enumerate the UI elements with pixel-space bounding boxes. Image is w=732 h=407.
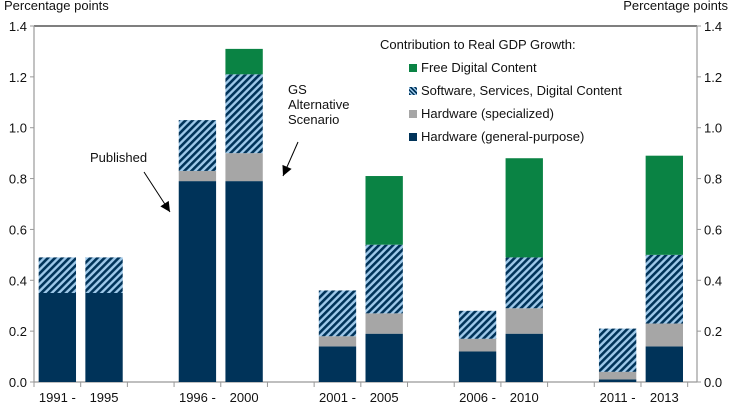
y-tick-label-right: 0.4 <box>704 273 722 288</box>
bar-segment-hardware-specialized <box>178 170 217 182</box>
bar-segment-hardware-general-purpose <box>85 293 123 382</box>
legend-swatch-gray <box>409 109 417 118</box>
x-category-label: 1991 - <box>39 390 76 405</box>
y-tick-label-right: 0.2 <box>704 324 722 339</box>
y-tick-label-right: 0.6 <box>704 222 722 237</box>
x-category-label: 1995 <box>90 390 119 405</box>
bar-segment-hardware-general-purpose <box>38 293 77 382</box>
y-tick-label-right: 1.0 <box>704 121 722 136</box>
y-tick-label-right: 1.2 <box>704 70 722 85</box>
bar-segment-software-services-digital-content <box>38 257 77 293</box>
bar-segment-hardware-specialized <box>225 153 263 182</box>
bar-segment-free-digital-content <box>365 176 403 245</box>
bar-segment-software-services-digital-content <box>645 254 683 324</box>
bar-segment-hardware-general-purpose <box>598 379 637 382</box>
bar-segment-hardware-specialized <box>458 338 497 352</box>
annotation-arrows <box>143 141 299 213</box>
right-axis-title: Percentage points <box>623 0 728 13</box>
legend-label: Free Digital Content <box>421 60 537 75</box>
bar-segment-software-services-digital-content <box>505 257 543 309</box>
bar-segment-free-digital-content <box>225 48 263 75</box>
y-tick-label-right: 1.4 <box>704 19 722 34</box>
bar-segment-hardware-specialized <box>598 371 637 380</box>
bar-segment-free-digital-content <box>505 158 543 258</box>
bar-segment-hardware-general-purpose <box>645 346 683 382</box>
bar-segment-software-services-digital-content <box>365 244 403 314</box>
annotation-line: GS <box>288 82 307 97</box>
bar-segment-hardware-general-purpose <box>225 181 263 382</box>
legend-swatch-green <box>409 63 417 72</box>
x-category-label: 2000 <box>230 390 259 405</box>
bar-segment-hardware-general-purpose <box>365 333 403 382</box>
annotation-published: Published <box>90 150 148 165</box>
bar-segment-free-digital-content <box>645 155 683 255</box>
x-category-label: 2013 <box>650 390 679 405</box>
bar-segment-hardware-specialized <box>318 336 357 347</box>
bar-segment-software-services-digital-content <box>85 257 123 293</box>
x-category-label: 2011 - <box>600 390 636 405</box>
y-tick-label-left: 0.0 <box>9 375 27 390</box>
bar-segment-hardware-specialized <box>505 308 543 334</box>
x-category-label: 2001 - <box>319 390 356 405</box>
legend-item-hardware-specialized: Hardware (specialized) <box>409 106 554 121</box>
legend-swatch-hatch <box>409 86 417 95</box>
y-tick-label-left: 1.2 <box>9 70 27 85</box>
bar-segment-hardware-general-purpose <box>318 346 357 382</box>
bar-segment-software-services-digital-content <box>178 120 217 171</box>
bar-segment-software-services-digital-content <box>458 310 497 339</box>
alternative-arrow-head <box>282 164 292 176</box>
left-axis-title: Percentage points <box>4 0 109 13</box>
x-category-label: 2010 <box>510 390 539 405</box>
legend-swatch-navy <box>409 132 417 141</box>
bar-segment-software-services-digital-content <box>598 328 637 372</box>
annotation-line: Alternative <box>288 97 350 112</box>
bar-segment-hardware-general-purpose <box>505 333 543 382</box>
bar-segment-software-services-digital-content <box>225 74 263 154</box>
x-category-label: 1996 - <box>179 390 216 405</box>
legend-item-software-services: Software, Services, Digital Content <box>409 83 622 98</box>
y-tick-label-left: 0.8 <box>9 172 27 187</box>
x-category-label: 2006 - <box>459 390 496 405</box>
y-tick-label-right: 0.8 <box>704 172 722 187</box>
published-arrow-head <box>160 200 170 212</box>
bars <box>38 48 683 382</box>
legend-item-free-digital-content: Free Digital Content <box>409 60 537 75</box>
y-tick-label-left: 0.4 <box>9 273 27 288</box>
bar-segment-software-services-digital-content <box>318 290 357 337</box>
y-tick-label-left: 0.6 <box>9 222 27 237</box>
legend-label: Software, Services, Digital Content <box>421 83 622 98</box>
legend-label: Hardware (specialized) <box>421 106 554 121</box>
bar-segment-hardware-specialized <box>365 313 403 334</box>
annotation-gs-alternative: GS Alternative Scenario <box>288 82 349 127</box>
y-tick-label-left: 0.2 <box>9 324 27 339</box>
x-category-label: 2005 <box>370 390 399 405</box>
legend-item-hardware-general: Hardware (general-purpose) <box>409 129 584 144</box>
legend-label: Hardware (general-purpose) <box>421 129 585 144</box>
legend-title: Contribution to Real GDP Growth: <box>380 37 576 52</box>
annotation-line: Scenario <box>288 112 340 127</box>
bar-segment-hardware-specialized <box>645 323 683 347</box>
y-tick-label-left: 1.0 <box>9 121 27 136</box>
y-tick-label-right: 0.0 <box>704 375 722 390</box>
bar-segment-hardware-general-purpose <box>178 181 217 382</box>
axes: 0.0 0.0 0.2 0.2 0.4 0.4 0.6 0.6 0.8 0.8 1.0 1.0 1.2 1… <box>9 19 722 405</box>
y-tick-label-left: 1.4 <box>9 19 27 34</box>
bar-segment-hardware-general-purpose <box>458 351 497 382</box>
